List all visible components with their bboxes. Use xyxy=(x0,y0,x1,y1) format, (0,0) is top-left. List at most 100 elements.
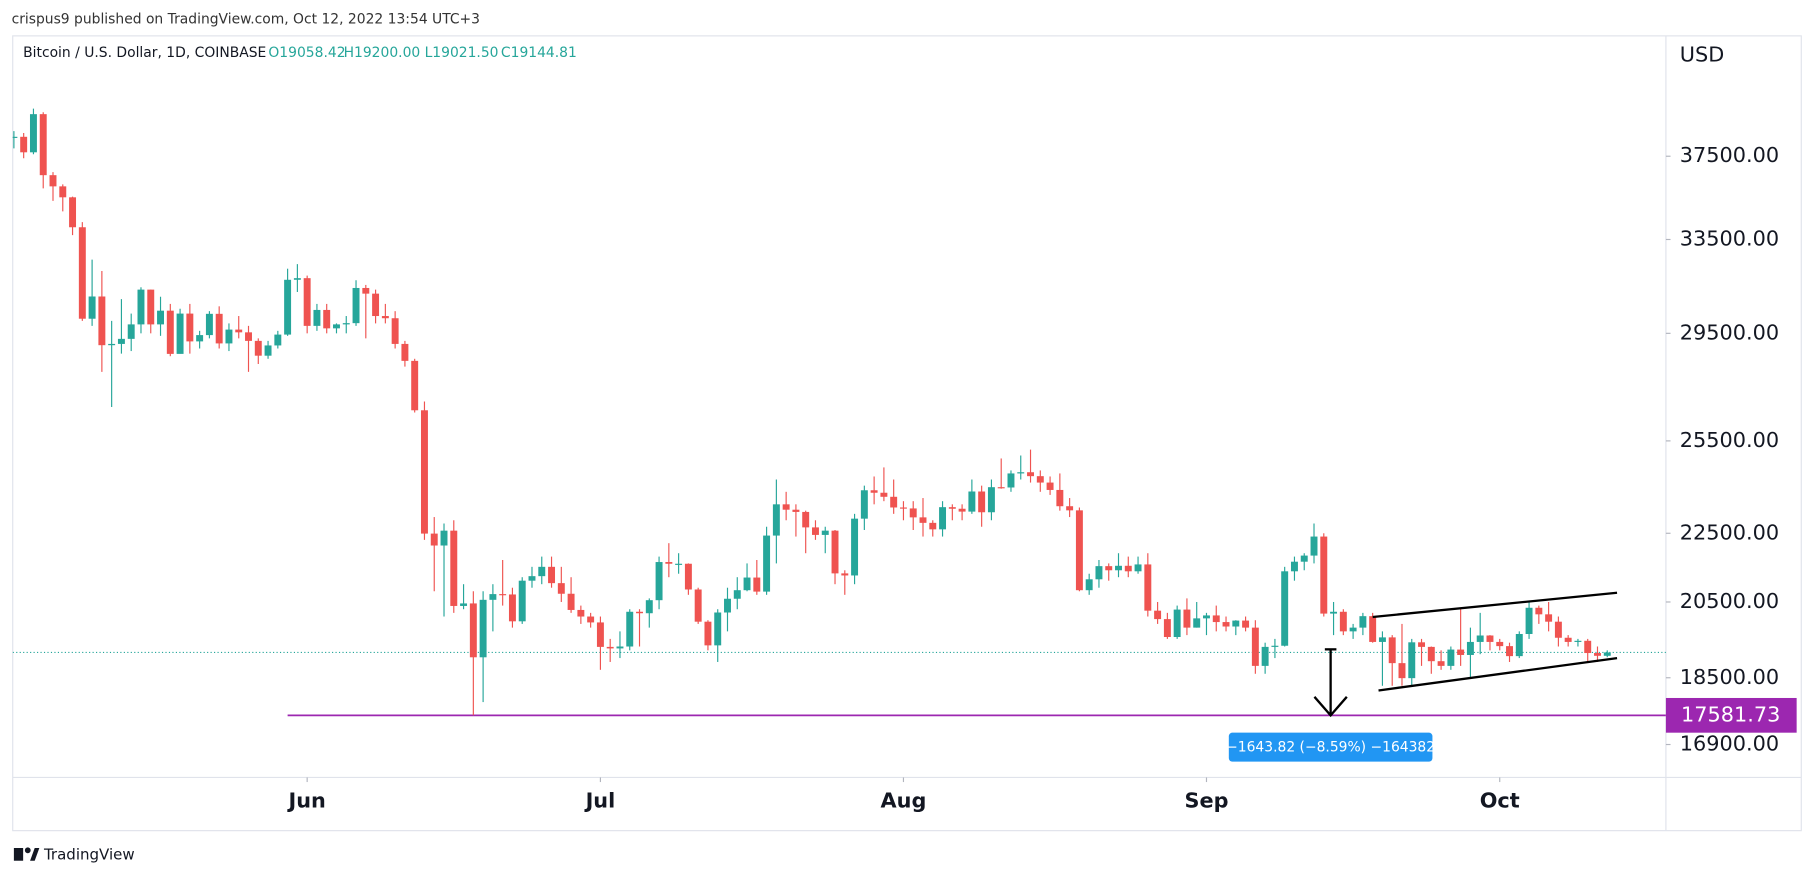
candle-body xyxy=(166,310,174,354)
candle-body xyxy=(1506,646,1513,657)
candle-body xyxy=(391,318,399,344)
candle-body xyxy=(1476,635,1484,642)
x-tick-label: Oct xyxy=(1480,789,1520,813)
candle-body xyxy=(508,594,516,622)
candle-body xyxy=(811,527,819,535)
footer-logo xyxy=(13,847,40,861)
candle-body xyxy=(596,622,604,647)
candle-body xyxy=(870,490,878,493)
candle-body xyxy=(254,340,262,356)
candle-body xyxy=(538,566,546,577)
candle-body xyxy=(1203,615,1210,619)
candle-body xyxy=(1134,564,1142,572)
candle-body xyxy=(968,491,976,512)
level-label-box xyxy=(1665,697,1797,733)
candle-body xyxy=(1310,536,1318,556)
candle-body xyxy=(860,490,868,519)
candle-body xyxy=(1447,649,1455,666)
candle-body xyxy=(98,296,106,346)
candle-body xyxy=(1232,620,1240,627)
y-tick-label: 37500.00 xyxy=(1680,143,1779,167)
candle-body xyxy=(948,507,956,509)
candle-body xyxy=(196,335,204,342)
measure-arrowhead xyxy=(1313,696,1348,718)
candle-body xyxy=(411,360,419,411)
logo-part xyxy=(13,848,24,861)
candle-body xyxy=(733,590,741,599)
candle-body xyxy=(352,287,360,324)
candle-body xyxy=(1290,561,1298,572)
candle-body xyxy=(225,329,233,344)
candle-body xyxy=(1369,616,1377,642)
y-tick-label: 22500.00 xyxy=(1680,520,1779,544)
candle-body xyxy=(1398,663,1406,679)
x-tick-label: Sep xyxy=(1184,789,1228,813)
candle-body xyxy=(567,593,575,610)
candle-body xyxy=(313,309,321,326)
candle-body xyxy=(1222,622,1230,627)
candle-body xyxy=(1115,565,1122,571)
ohlc-label: C19144.81 xyxy=(501,45,577,61)
logo-part xyxy=(30,848,40,861)
candle-body xyxy=(1427,646,1435,662)
candle-body xyxy=(616,646,624,649)
candle-body xyxy=(1124,565,1132,572)
ohlc-label: L19021.50 xyxy=(425,45,499,61)
candle-body xyxy=(20,136,28,153)
candle-body xyxy=(1027,472,1034,477)
candle-body xyxy=(39,114,47,176)
y-tick-label: 16900.00 xyxy=(1680,732,1779,756)
candle-body xyxy=(1320,536,1328,614)
candle-body xyxy=(694,589,702,622)
candle-body xyxy=(362,287,370,294)
candle-body xyxy=(899,507,907,509)
candle-body xyxy=(127,324,135,339)
candle-body xyxy=(450,530,458,606)
candle-body xyxy=(1378,637,1386,642)
candle-body xyxy=(1173,609,1181,638)
measure-label-box xyxy=(1228,732,1433,762)
candle-body xyxy=(342,323,350,325)
y-tick-label: 18500.00 xyxy=(1680,665,1779,689)
chart-title: Bitcoin / U.S. Dollar, 1D, COINBASE xyxy=(23,45,266,61)
candle-body xyxy=(1154,610,1162,620)
candle-body xyxy=(420,410,428,534)
candle-body xyxy=(205,313,213,336)
candle-body xyxy=(851,518,859,576)
candle-body xyxy=(1242,620,1250,628)
candle-body xyxy=(1545,614,1553,622)
candle-body xyxy=(1418,642,1426,647)
candle-body xyxy=(831,530,839,574)
candle-body xyxy=(1486,635,1494,642)
candle-body xyxy=(69,197,77,228)
candle-body xyxy=(1300,555,1308,562)
candle-body xyxy=(12,136,18,138)
candle-body xyxy=(215,313,223,344)
candle-body xyxy=(88,296,96,319)
candle-body xyxy=(1359,616,1367,628)
y-axis-label: USD xyxy=(1680,43,1724,67)
candle-body xyxy=(518,580,526,622)
candle-body xyxy=(675,563,683,565)
candle-body xyxy=(1339,611,1347,632)
candle-body xyxy=(841,573,849,576)
logo-part xyxy=(24,847,31,854)
candle-body xyxy=(939,507,947,530)
candle-body xyxy=(1183,609,1191,628)
candle-body xyxy=(78,227,86,319)
x-tick-label: Aug xyxy=(881,789,927,813)
candle-body xyxy=(1388,637,1396,664)
candle-body xyxy=(548,566,556,584)
candle-body xyxy=(1007,473,1015,488)
candle-body xyxy=(1271,645,1279,647)
candle-body xyxy=(587,616,595,623)
y-tick-label: 33500.00 xyxy=(1680,226,1779,250)
candle-body xyxy=(909,508,917,518)
x-tick-label: Jul xyxy=(584,789,616,813)
candle-body xyxy=(645,600,653,614)
candle-body xyxy=(929,522,937,530)
candle-body xyxy=(880,492,888,497)
candle-body xyxy=(997,487,1005,489)
candle-body xyxy=(528,576,536,581)
